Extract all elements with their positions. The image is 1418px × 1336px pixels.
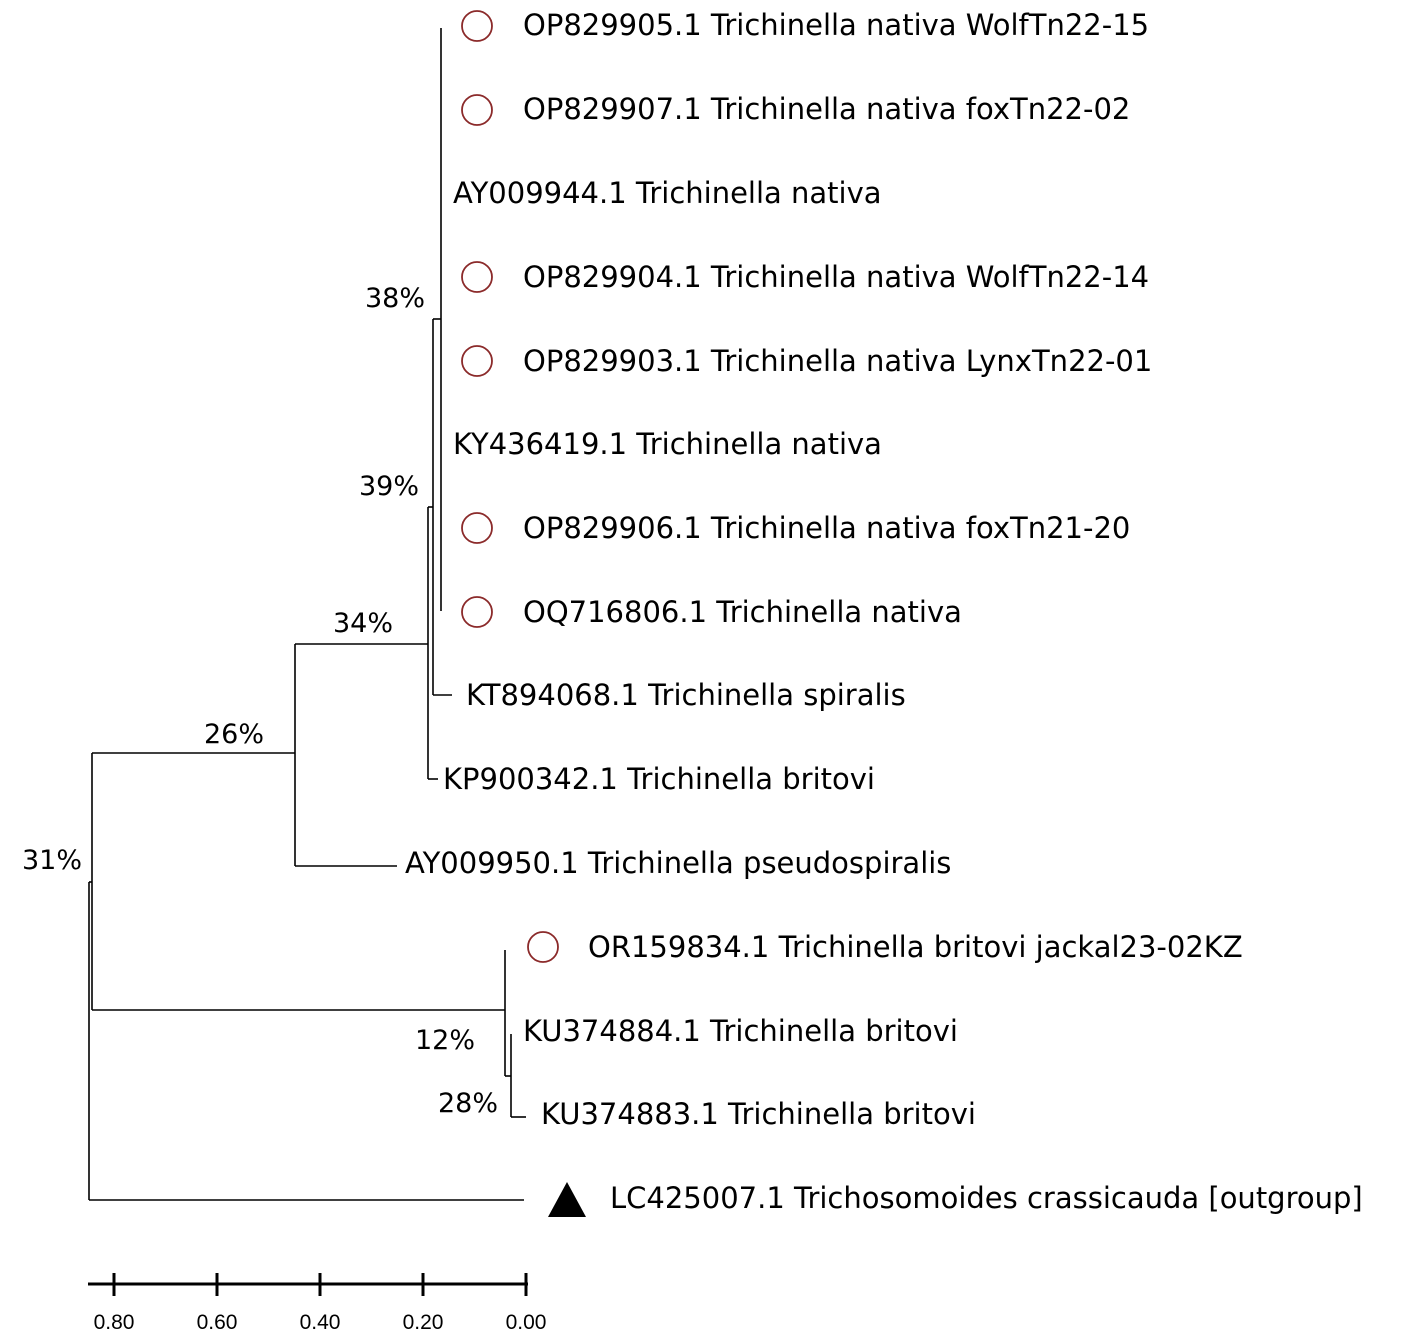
tip-label: LC425007.1 Trichosomoides crassicauda [o… xyxy=(610,1181,1363,1215)
circle-marker xyxy=(527,931,559,963)
tip-label: KY436419.1 Trichinella nativa xyxy=(453,427,882,461)
tip-label: OP829906.1 Trichinella nativa foxTn21-20 xyxy=(523,511,1130,545)
triangle-marker xyxy=(548,1182,586,1217)
tick-label: 0.00 xyxy=(506,1311,547,1334)
circle-marker xyxy=(461,596,493,628)
support-label: 39% xyxy=(359,471,419,502)
support-label: 31% xyxy=(22,845,82,876)
tick-label: 0.20 xyxy=(403,1311,444,1334)
tip-label: OP829904.1 Trichinella nativa WolfTn22-1… xyxy=(523,260,1149,294)
support-label: 28% xyxy=(438,1088,498,1119)
tip-label: OP829903.1 Trichinella nativa LynxTn22-0… xyxy=(523,344,1152,378)
scale-axis: 0.80 0.60 0.40 0.20 0.00 xyxy=(88,1273,546,1334)
tree-branches xyxy=(88,28,526,1201)
tip-label: KU374883.1 Trichinella britovi xyxy=(541,1097,976,1131)
support-label: 26% xyxy=(204,719,264,750)
tip-label: OQ716806.1 Trichinella nativa xyxy=(523,595,962,629)
taxon-markers xyxy=(461,10,586,1217)
tick-label: 0.80 xyxy=(94,1311,135,1334)
tip-label: OP829907.1 Trichinella nativa foxTn22-02 xyxy=(523,92,1130,126)
tip-label: KT894068.1 Trichinella spiralis xyxy=(466,678,906,712)
circle-marker xyxy=(461,94,493,126)
tip-label: KU374884.1 Trichinella britovi xyxy=(523,1014,958,1048)
tip-label: KP900342.1 Trichinella britovi xyxy=(443,762,875,796)
support-label: 34% xyxy=(333,608,393,639)
support-label: 38% xyxy=(365,283,425,314)
circle-marker xyxy=(461,261,493,293)
support-values: 38% 39% 34% 26% 31% 12% 28% xyxy=(22,283,498,1119)
tick-label: 0.60 xyxy=(197,1311,238,1334)
support-label: 12% xyxy=(415,1025,475,1056)
circle-marker xyxy=(461,345,493,377)
tip-label: AY009944.1 Trichinella nativa xyxy=(453,176,882,210)
tip-label: OP829905.1 Trichinella nativa WolfTn22-1… xyxy=(523,8,1149,42)
tip-label: OR159834.1 Trichinella britovi jackal23-… xyxy=(588,930,1243,964)
circle-marker xyxy=(461,10,493,42)
tip-label: AY009950.1 Trichinella pseudospiralis xyxy=(405,846,951,880)
tick-label: 0.40 xyxy=(300,1311,341,1334)
tip-labels: OP829905.1 Trichinella nativa WolfTn22-1… xyxy=(405,8,1363,1215)
circle-marker xyxy=(461,512,493,544)
